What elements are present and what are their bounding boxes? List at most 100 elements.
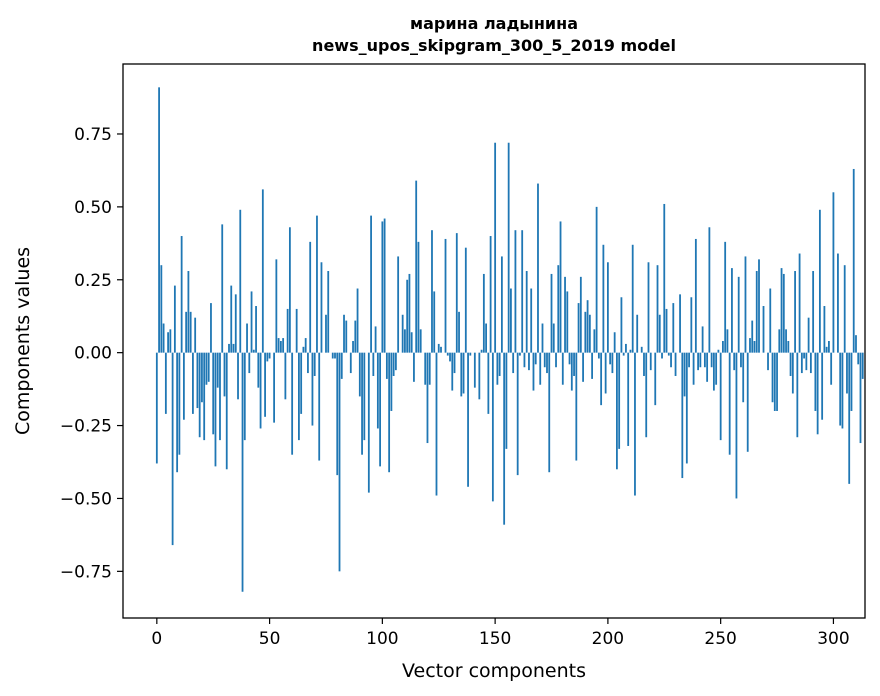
bar xyxy=(500,256,503,353)
bar xyxy=(821,352,824,420)
bar xyxy=(248,352,251,374)
bar xyxy=(338,352,341,572)
bar xyxy=(694,238,697,353)
bar xyxy=(625,343,627,353)
bar xyxy=(449,352,451,362)
bar xyxy=(419,329,422,353)
bar xyxy=(510,288,512,353)
bar xyxy=(196,352,199,409)
bar xyxy=(268,352,271,359)
bar xyxy=(309,241,312,353)
bar xyxy=(859,352,862,444)
bar xyxy=(426,352,429,444)
bar xyxy=(717,349,720,353)
bar xyxy=(593,329,596,353)
bar xyxy=(266,352,269,362)
bar xyxy=(507,142,510,353)
bar xyxy=(363,352,366,441)
bar xyxy=(800,352,803,374)
bar xyxy=(828,341,830,353)
bar xyxy=(706,352,709,382)
bar xyxy=(631,244,634,353)
bar xyxy=(406,279,409,353)
bar xyxy=(519,352,521,356)
bar xyxy=(818,209,821,353)
bar xyxy=(237,352,239,400)
bar xyxy=(234,294,237,353)
bar xyxy=(586,300,589,353)
bar xyxy=(203,352,206,441)
bar xyxy=(740,352,742,368)
y-tick-label: −0.25 xyxy=(60,417,112,437)
bar xyxy=(173,285,176,353)
bar xyxy=(722,341,724,353)
bar xyxy=(304,338,307,353)
bar xyxy=(394,352,397,371)
bar xyxy=(336,352,339,476)
bar xyxy=(762,306,765,353)
bar xyxy=(437,343,440,353)
bar xyxy=(169,329,172,353)
bar xyxy=(469,352,472,356)
bar xyxy=(850,352,853,411)
bar xyxy=(205,352,208,385)
bar xyxy=(807,317,810,353)
bar xyxy=(415,180,418,353)
bar xyxy=(532,352,535,391)
y-axis-ticks: −0.75 −0.50 −0.25 0.00 0.25 0.50 0.75 xyxy=(60,125,123,582)
bar xyxy=(534,352,537,365)
bar xyxy=(512,352,515,374)
bar xyxy=(701,326,704,353)
bar xyxy=(521,230,524,353)
bar xyxy=(837,253,839,353)
bar xyxy=(410,332,413,353)
bar xyxy=(514,230,517,353)
bar xyxy=(541,323,544,353)
bar xyxy=(559,221,562,353)
bar xyxy=(816,352,819,435)
bar xyxy=(435,352,438,496)
bar xyxy=(178,352,181,455)
bar xyxy=(823,306,826,353)
bar xyxy=(189,311,192,353)
bar xyxy=(636,314,639,353)
bar xyxy=(798,253,801,353)
bar xyxy=(767,352,769,371)
bar xyxy=(552,323,555,353)
bar xyxy=(358,352,361,397)
bar xyxy=(503,352,506,525)
bar xyxy=(791,352,794,394)
bar xyxy=(530,288,533,353)
bar xyxy=(225,352,228,470)
bar xyxy=(852,168,855,353)
bar xyxy=(282,338,285,353)
bar xyxy=(451,352,454,391)
bar xyxy=(291,352,294,455)
bar xyxy=(805,352,808,371)
bar xyxy=(277,338,280,353)
bar xyxy=(832,192,835,353)
bar xyxy=(746,352,749,452)
bar xyxy=(491,352,494,502)
bar xyxy=(712,352,715,391)
bar xyxy=(252,349,255,353)
bar xyxy=(715,352,718,385)
bar xyxy=(658,314,661,353)
bar xyxy=(424,352,427,385)
bar xyxy=(417,241,420,353)
bar xyxy=(579,276,582,353)
bar xyxy=(606,262,609,353)
bar xyxy=(557,265,560,353)
bar xyxy=(782,273,785,353)
bar xyxy=(478,352,481,400)
bar xyxy=(640,346,643,353)
bar xyxy=(539,352,542,385)
y-tick-label: −0.50 xyxy=(60,489,112,509)
bar xyxy=(548,352,551,473)
bar xyxy=(485,323,487,353)
bar xyxy=(397,256,400,353)
bar xyxy=(523,352,526,368)
bar xyxy=(288,227,291,353)
bar xyxy=(182,352,185,420)
bar xyxy=(857,352,860,365)
